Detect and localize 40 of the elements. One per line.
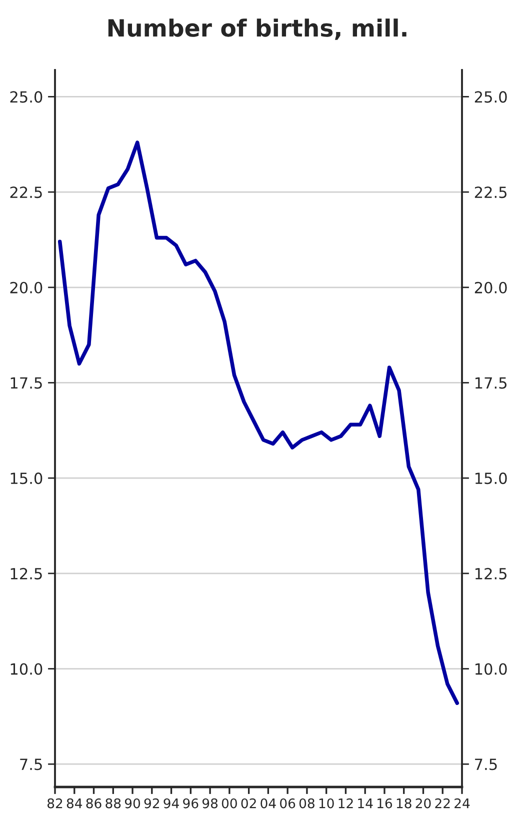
y-tick-label: 12.5 [10,568,42,580]
y-tick-label: 22.5 [10,186,42,198]
y-tick-label: 25.0 [10,91,42,103]
x-tick-label: 18 [396,798,412,808]
x-tick-label: 08 [299,798,314,808]
y-tick-label: 15.0 [10,472,42,484]
x-tick-label: 24 [454,798,470,808]
y-tick-label: 20.0 [10,282,42,294]
x-tick-label: 14 [358,798,373,808]
x-tick-label: 20 [416,798,431,808]
y2-tick-label: 15.0 [475,472,507,484]
x-tick-label: 22 [435,798,450,808]
x-tick-label: 12 [338,798,353,808]
x-tick-label: 88 [106,798,121,808]
y2-tick-label: 12.5 [475,568,506,580]
x-tick-label: 06 [280,798,296,808]
y2-tick-label: 10.0 [475,663,507,675]
line-series [58,140,460,705]
x-tick-label: 98 [202,798,218,808]
y2-tick-label: 7.5 [475,758,497,770]
x-tick-label: 90 [124,798,140,808]
x-tick-label: 10 [319,798,334,808]
y-tick-label: 7.5 [20,758,42,770]
x-tick-label: 02 [241,798,256,808]
x-tick-label: 94 [164,798,179,808]
x-tick-label: 16 [378,798,392,808]
y2-tick-label: 20.0 [474,282,507,294]
y2-tick-label: 25.0 [474,91,507,103]
x-tick-label: 92 [144,798,159,808]
chart-title: Number of births, mill. [108,18,406,40]
x-tick-label: 04 [260,798,276,808]
x-tick-label: 00 [222,798,237,808]
y2-tick-label: 22.5 [474,186,506,198]
x-tick-label: 86 [86,798,102,808]
y2-tick-label: 17.5 [475,377,506,389]
x-tick-label: 82 [48,798,62,808]
y-tick-label: 10.0 [10,663,42,675]
x-tick-label: 84 [66,798,82,808]
x-tick-label: 96 [183,798,198,808]
y-tick-label: 17.5 [10,377,42,389]
